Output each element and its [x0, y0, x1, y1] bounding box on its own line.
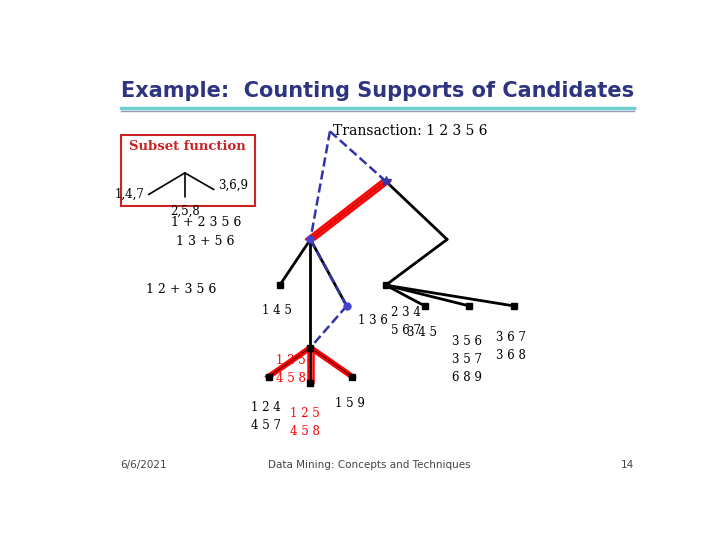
Text: 6/6/2021: 6/6/2021: [121, 460, 167, 470]
Text: 2 3 4
5 6 7: 2 3 4 5 6 7: [392, 306, 421, 337]
Text: Transaction: 1 2 3 5 6: Transaction: 1 2 3 5 6: [333, 124, 487, 138]
Text: 14: 14: [621, 460, 634, 470]
Text: 1 2 5
4 5 8: 1 2 5 4 5 8: [290, 407, 320, 438]
Text: 1 2 5
4 5 8: 1 2 5 4 5 8: [276, 354, 306, 385]
Text: Example:  Counting Supports of Candidates: Example: Counting Supports of Candidates: [121, 82, 634, 102]
Text: 1 + 2 3 5 6: 1 + 2 3 5 6: [171, 217, 241, 230]
Text: 1,4,7: 1,4,7: [114, 188, 144, 201]
Text: 1 4 5: 1 4 5: [262, 304, 292, 317]
Text: 3 4 5: 3 4 5: [407, 326, 437, 339]
Text: 1 2 4
4 5 7: 1 2 4 4 5 7: [251, 401, 281, 432]
Text: 1 3 6: 1 3 6: [358, 314, 387, 327]
Bar: [121, 136, 255, 206]
Text: Data Mining: Concepts and Techniques: Data Mining: Concepts and Techniques: [268, 460, 470, 470]
Text: 1 5 9: 1 5 9: [335, 397, 364, 410]
Text: Subset function: Subset function: [130, 140, 246, 153]
Text: 1 2 + 3 5 6: 1 2 + 3 5 6: [145, 283, 216, 296]
Text: 3 5 6
3 5 7
6 8 9: 3 5 6 3 5 7 6 8 9: [451, 335, 482, 384]
Text: 3 6 7
3 6 8: 3 6 7 3 6 8: [496, 331, 526, 362]
Text: 1 3 + 5 6: 1 3 + 5 6: [176, 235, 235, 248]
Text: 3,6,9: 3,6,9: [218, 179, 248, 192]
Text: 2,5,8: 2,5,8: [170, 205, 199, 218]
